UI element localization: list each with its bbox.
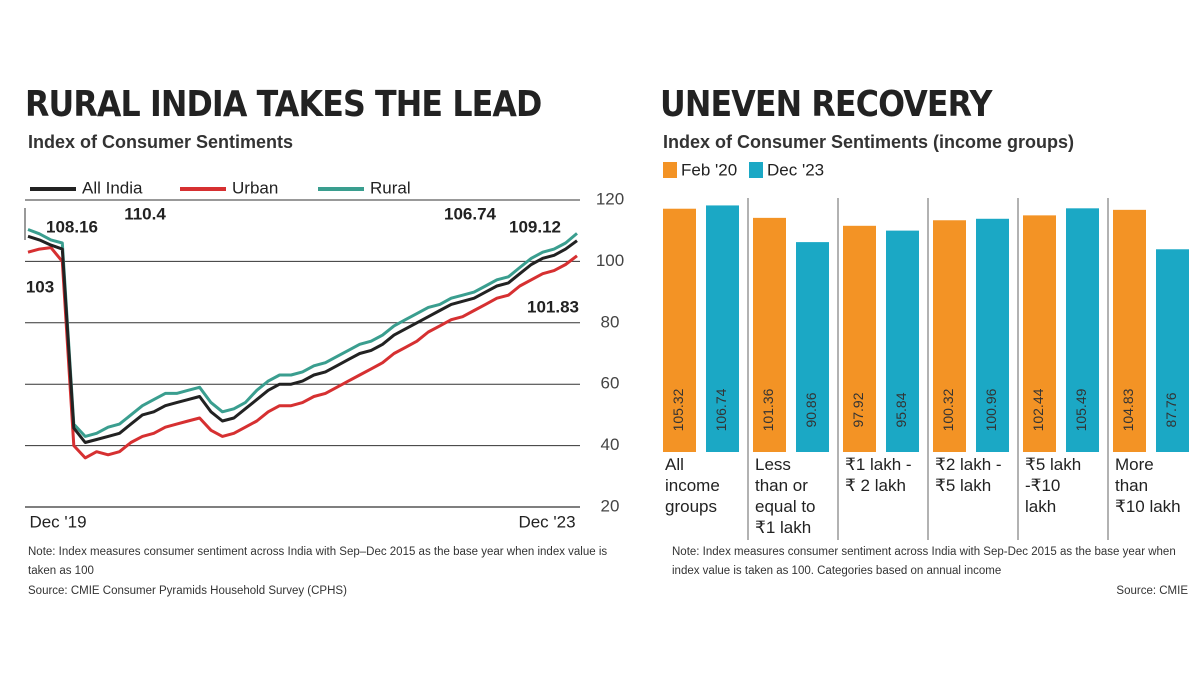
bar xyxy=(1066,208,1099,452)
x-tick-label: ₹5 lakh -₹10 lakh xyxy=(1025,455,1082,516)
note: Note: Index measures consumer sentiment … xyxy=(672,546,1176,577)
line-series xyxy=(27,228,578,438)
value-label: 106.74 xyxy=(713,388,729,431)
bar xyxy=(933,220,966,452)
legend-label: Urban xyxy=(232,178,278,197)
value-label: 105.49 xyxy=(1073,388,1089,431)
bar xyxy=(663,208,696,452)
bar xyxy=(1113,209,1146,452)
legend-swatch xyxy=(749,162,763,178)
bar xyxy=(976,218,1009,452)
y-tick-label: 20 xyxy=(601,496,620,515)
x-tick-label: Dec '23 xyxy=(518,512,575,531)
source: Source: CMIE xyxy=(1116,585,1188,597)
x-tick-label: ₹1 lakh - ₹ 2 lakh xyxy=(845,455,912,495)
value-label: 105.32 xyxy=(670,388,686,431)
data-label: 106.74 xyxy=(444,204,497,223)
value-label: 87.76 xyxy=(1163,392,1179,427)
chart-title: UNEVEN RECOVERY xyxy=(660,84,992,125)
legend-swatch xyxy=(663,162,677,178)
legend-label: Feb '20 xyxy=(681,160,737,179)
x-tick-label: Less than or equal to ₹1 lakh xyxy=(755,455,816,537)
value-label: 90.86 xyxy=(803,392,819,427)
y-tick-label: 120 xyxy=(596,189,624,208)
bar xyxy=(1156,249,1189,452)
bar xyxy=(843,225,876,452)
legend-label: Dec '23 xyxy=(767,160,824,179)
value-label: 102.44 xyxy=(1030,388,1046,431)
data-label: 108.16 xyxy=(46,217,98,236)
legend-label: Rural xyxy=(370,178,411,197)
y-tick-label: 60 xyxy=(601,374,620,393)
value-label: 100.96 xyxy=(983,388,999,431)
chart-subtitle: Index of Consumer Sentiments (income gro… xyxy=(663,132,1075,152)
bar xyxy=(886,230,919,452)
data-label: 110.4 xyxy=(124,204,166,223)
y-tick-label: 100 xyxy=(596,251,624,270)
source: Source: CMIE Consumer Pyramids Household… xyxy=(28,585,347,597)
bar xyxy=(706,205,739,452)
x-tick-label: All income groups xyxy=(665,455,720,516)
chart-subtitle: Index of Consumer Sentiments xyxy=(28,132,294,152)
value-label: 104.83 xyxy=(1120,388,1136,431)
y-tick-label: 40 xyxy=(601,435,620,454)
x-tick-label: More than ₹10 lakh xyxy=(1115,455,1181,516)
line-series xyxy=(27,234,578,444)
x-tick-label: Dec '19 xyxy=(29,512,86,531)
value-label: 101.36 xyxy=(760,388,776,431)
value-label: 100.32 xyxy=(940,388,956,431)
data-label: 103 xyxy=(26,277,54,296)
x-tick-label: ₹2 lakh - ₹5 lakh xyxy=(935,455,1002,495)
line-series xyxy=(27,246,578,460)
data-label: 101.83 xyxy=(527,297,579,316)
bar xyxy=(1023,215,1056,452)
data-label: 109.12 xyxy=(509,217,561,236)
y-tick-label: 80 xyxy=(601,312,620,331)
bar xyxy=(753,217,786,452)
note: Note: Index measures consumer sentiment … xyxy=(28,546,608,577)
chart-title: RURAL INDIA TAKES THE LEAD xyxy=(25,84,542,125)
bar xyxy=(796,242,829,452)
value-label: 95.84 xyxy=(893,392,909,427)
value-label: 97.92 xyxy=(850,392,866,427)
legend-label: All India xyxy=(82,178,143,197)
